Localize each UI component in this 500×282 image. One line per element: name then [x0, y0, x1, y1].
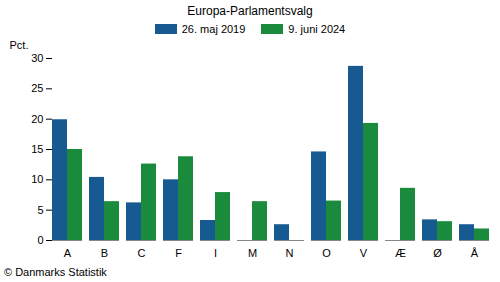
svg-text:15: 15 [31, 143, 43, 155]
svg-text:10: 10 [31, 173, 43, 185]
svg-text:Æ: Æ [395, 247, 406, 259]
svg-text:N: N [286, 247, 294, 259]
html-text:26. maj 2019: 26. maj 2019 [181, 23, 246, 35]
html-text:© Danmarks Statistik: © Danmarks Statistik [4, 266, 107, 278]
svg-text:Ø: Ø [433, 247, 442, 259]
svg-text:Pct.: Pct. [10, 39, 29, 51]
svg-text:5: 5 [37, 204, 43, 216]
svg-text:C: C [138, 247, 146, 259]
html-text:9. juni 2024: 9. juni 2024 [288, 23, 346, 35]
svg-text:30: 30 [31, 52, 43, 64]
svg-text:A: A [64, 247, 72, 259]
svg-text:M: M [248, 247, 257, 259]
svg-text:V: V [360, 247, 368, 259]
svg-text:25: 25 [31, 82, 43, 94]
html-text:Europa-Parlamentsvalg: Europa-Parlamentsvalg [187, 4, 313, 18]
svg-text:Å: Å [471, 247, 479, 259]
svg-text:I: I [214, 247, 217, 259]
svg-text:B: B [101, 247, 108, 259]
svg-text:20: 20 [31, 113, 43, 125]
svg-text:0: 0 [37, 234, 43, 246]
svg-text:F: F [175, 247, 182, 259]
svg-text:O: O [322, 247, 331, 259]
